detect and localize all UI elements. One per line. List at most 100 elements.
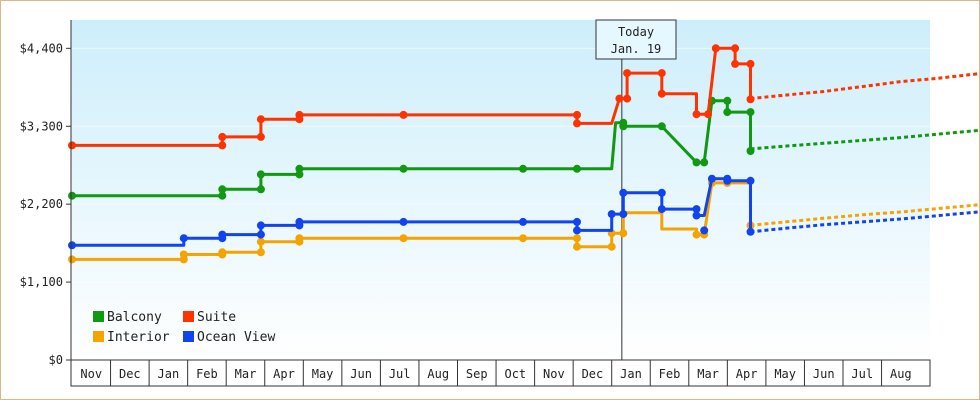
x-tick-label: Apr bbox=[736, 367, 758, 381]
legend-label-balcony: Balcony bbox=[107, 310, 162, 325]
x-tick-label: May bbox=[774, 367, 796, 381]
data-point bbox=[218, 141, 227, 150]
data-point bbox=[218, 248, 227, 257]
data-point bbox=[573, 164, 581, 173]
data-point bbox=[746, 227, 755, 236]
data-point bbox=[723, 176, 732, 185]
data-point bbox=[573, 119, 581, 128]
data-point bbox=[519, 217, 527, 226]
data-point bbox=[731, 59, 740, 68]
data-point bbox=[256, 170, 265, 179]
data-point bbox=[519, 234, 527, 243]
data-point bbox=[256, 237, 265, 246]
x-tick-label: Dec bbox=[119, 367, 141, 381]
data-point bbox=[256, 115, 265, 124]
data-point bbox=[723, 96, 732, 105]
data-point bbox=[623, 94, 632, 103]
data-point bbox=[619, 210, 628, 219]
series-forecast-interior bbox=[750, 203, 980, 227]
x-tick-label: Jul bbox=[389, 367, 411, 381]
x-tick-label: Apr bbox=[273, 367, 295, 381]
data-point bbox=[68, 255, 76, 264]
data-point bbox=[704, 110, 713, 119]
y-tick-label: $3,300 bbox=[20, 119, 63, 133]
data-point bbox=[256, 132, 265, 141]
data-point bbox=[615, 94, 624, 103]
x-tick-label: Jul bbox=[851, 367, 873, 381]
data-point bbox=[573, 226, 581, 235]
data-point bbox=[692, 205, 701, 214]
data-point bbox=[657, 69, 666, 78]
legend-label-interior: Interior bbox=[107, 330, 170, 345]
data-point bbox=[746, 95, 755, 104]
series-forecast-suite bbox=[750, 72, 980, 101]
data-point bbox=[256, 248, 265, 257]
today-callout: Today Jan. 19 bbox=[595, 19, 677, 60]
x-tick-label: Mar bbox=[697, 367, 719, 381]
data-point bbox=[657, 89, 666, 98]
x-tick-label: Jun bbox=[813, 367, 835, 381]
data-point bbox=[68, 241, 76, 250]
data-point bbox=[295, 170, 304, 179]
x-tick-label: May bbox=[312, 367, 334, 381]
data-point bbox=[68, 191, 76, 200]
plot-area bbox=[71, 20, 930, 360]
data-point bbox=[692, 110, 701, 119]
data-point bbox=[218, 230, 227, 239]
series-suite bbox=[68, 44, 980, 150]
data-point bbox=[692, 211, 701, 220]
x-axis: Nov Dec Jan Feb Mar Apr May Jun Jul Aug Sep Oct Nov D… bbox=[70, 359, 931, 387]
data-point bbox=[619, 229, 628, 238]
data-point bbox=[619, 188, 628, 197]
data-point bbox=[256, 221, 265, 230]
series-line-ocean-view bbox=[72, 177, 752, 247]
data-point bbox=[179, 250, 188, 259]
data-point bbox=[295, 217, 304, 226]
x-tick-label: Mar bbox=[235, 367, 257, 381]
legend-swatch-interior bbox=[93, 331, 104, 342]
x-tick-label: Feb bbox=[659, 367, 681, 381]
legend-swatch-suite bbox=[183, 311, 194, 322]
series-ocean-view bbox=[68, 174, 980, 250]
series-forecast-ocean-view bbox=[750, 210, 980, 234]
data-point bbox=[399, 217, 408, 226]
data-point bbox=[623, 69, 632, 78]
data-point bbox=[607, 210, 616, 219]
data-point bbox=[68, 141, 76, 150]
gridlines bbox=[71, 47, 930, 283]
data-point bbox=[700, 226, 709, 235]
data-point bbox=[573, 110, 581, 119]
data-point bbox=[573, 234, 581, 243]
data-point bbox=[218, 191, 227, 200]
data-point bbox=[692, 158, 701, 167]
x-tick-label: Jan bbox=[620, 367, 642, 381]
x-tick-label: Aug bbox=[890, 367, 912, 381]
data-point bbox=[573, 217, 581, 226]
series-layer bbox=[68, 44, 980, 264]
y-tick-label: $1,100 bbox=[20, 275, 63, 289]
data-point bbox=[723, 108, 732, 117]
series-forecast-balcony bbox=[750, 128, 980, 151]
data-point bbox=[519, 164, 527, 173]
data-point bbox=[746, 176, 755, 185]
data-point bbox=[399, 234, 408, 243]
data-point bbox=[657, 122, 666, 131]
x-tick-label: Feb bbox=[196, 367, 218, 381]
data-point bbox=[707, 174, 716, 183]
data-point bbox=[711, 44, 720, 53]
x-tick-label: Oct bbox=[504, 367, 526, 381]
data-point bbox=[619, 122, 628, 131]
data-point bbox=[295, 234, 304, 243]
data-point bbox=[256, 230, 265, 239]
x-tick-label: Jun bbox=[350, 367, 372, 381]
series-balcony bbox=[68, 96, 980, 200]
data-point bbox=[179, 234, 188, 243]
x-tick-label: Nov bbox=[80, 367, 102, 381]
series-interior bbox=[68, 178, 980, 264]
legend-swatch-ocean-view bbox=[183, 331, 194, 342]
data-point bbox=[607, 242, 616, 251]
x-tick-label: Jan bbox=[158, 367, 180, 381]
y-tick-label: $4,400 bbox=[20, 41, 63, 55]
series-line-balcony bbox=[72, 99, 752, 198]
